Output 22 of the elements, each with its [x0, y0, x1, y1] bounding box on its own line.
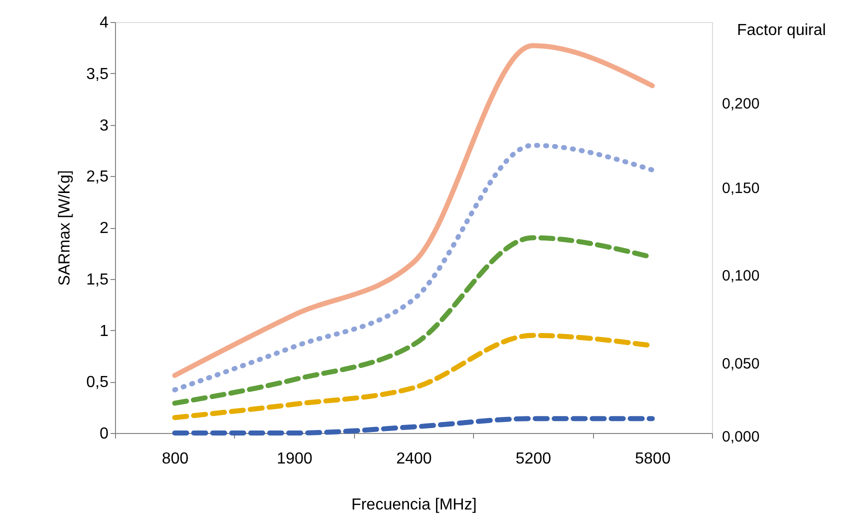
- y-tick-label: 4: [100, 14, 109, 32]
- text: 0,100: [722, 267, 760, 284]
- x-tick-label: 1900: [276, 450, 312, 468]
- y-tick-label: 2: [100, 220, 109, 237]
- x-tick-label: 5200: [516, 450, 552, 468]
- y-axis-title: SARmax [W/Kg]: [56, 170, 74, 286]
- y-tick-label: 1: [100, 322, 109, 340]
- text: 0,200: [722, 96, 760, 113]
- y-tick-label: 1,5: [86, 271, 109, 288]
- text: 0,150: [722, 180, 760, 197]
- y-tick-label: 3: [100, 117, 109, 134]
- text: 0,000: [722, 428, 760, 446]
- text: 0,050: [722, 356, 760, 373]
- x-tick-label: 800: [162, 450, 189, 468]
- y-tick-label: 0,5: [86, 374, 109, 392]
- y-tick-label: 2,5: [86, 168, 109, 186]
- x-tick-label: 5800: [635, 450, 671, 468]
- x-tick-label: 2400: [396, 450, 432, 468]
- y-tick-label: 3,5: [86, 66, 109, 83]
- y-tick-label: 0: [100, 426, 109, 442]
- x-axis-title: Frecuencia [MHz]: [351, 496, 477, 514]
- legend-title: Factor quiral: [737, 22, 826, 39]
